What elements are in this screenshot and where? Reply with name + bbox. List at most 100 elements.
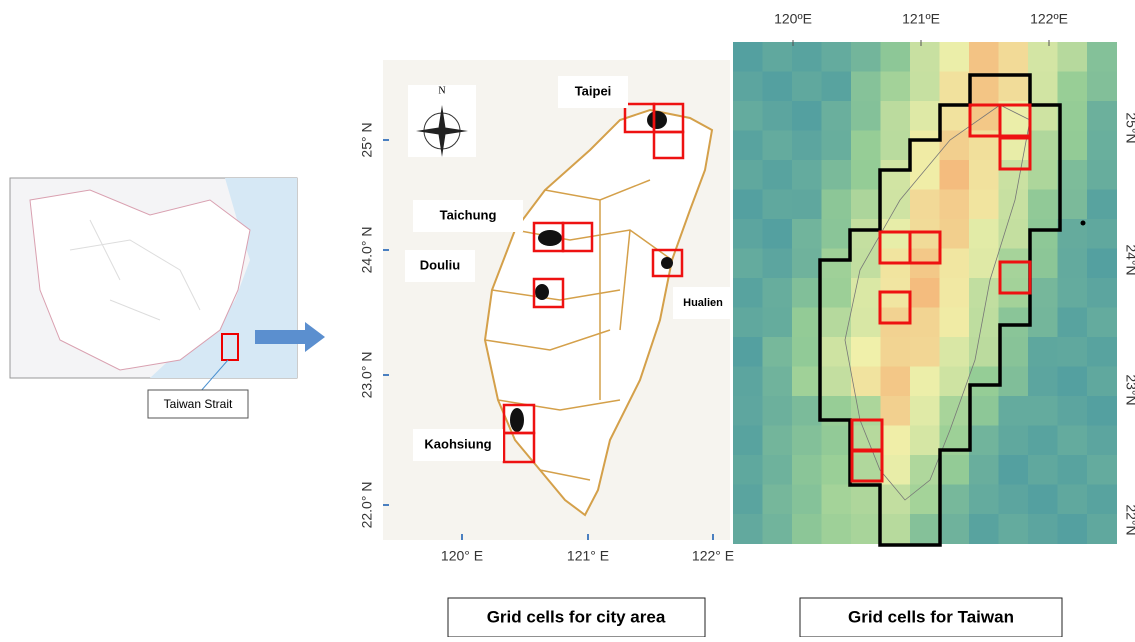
lat-label: 23.0° N <box>359 352 375 399</box>
heat-cell <box>792 42 822 72</box>
heat-cell <box>1058 190 1088 220</box>
city-label: Kaohsiung <box>424 436 491 451</box>
lon-label: 122° E <box>692 548 734 564</box>
heat-cell <box>881 367 911 397</box>
heat-cell <box>910 219 940 249</box>
heat-cell <box>999 219 1029 249</box>
heat-cell <box>881 160 911 190</box>
heat-cell <box>822 367 852 397</box>
caption: Grid cells for Taiwan <box>848 607 1014 626</box>
heat-cell <box>851 42 881 72</box>
heat-cell <box>1058 101 1088 131</box>
lat-label: 25° N <box>359 122 375 157</box>
heat-cell <box>881 514 911 544</box>
heat-cell <box>733 396 763 426</box>
heat-cell <box>940 131 970 161</box>
inset-map: Taiwan Strait <box>10 178 325 418</box>
inset-label: Taiwan Strait <box>164 397 233 411</box>
heat-cell <box>822 514 852 544</box>
heat-cell <box>763 455 793 485</box>
heat-cell <box>910 455 940 485</box>
heat-cell <box>1058 485 1088 515</box>
city-map: N TaipeiTaichungDouliuHualienKaohsiung25… <box>359 60 734 564</box>
heat-cell <box>1087 160 1117 190</box>
heat-cell <box>763 514 793 544</box>
heat-cell <box>1058 278 1088 308</box>
heat-cell <box>822 101 852 131</box>
heat-cell <box>733 72 763 102</box>
heat-cell <box>999 485 1029 515</box>
heat-cell <box>851 278 881 308</box>
heat-cell <box>1028 42 1058 72</box>
lat-label: 24°N <box>1123 244 1135 275</box>
city-label: Taipei <box>575 83 612 98</box>
heat-cell <box>940 308 970 338</box>
heat-cell <box>969 219 999 249</box>
heat-cell <box>1087 426 1117 456</box>
heat-cell <box>940 42 970 72</box>
lat-label: 24.0° N <box>359 227 375 274</box>
heat-cell <box>881 426 911 456</box>
heat-cell <box>1028 367 1058 397</box>
heat-cell <box>910 485 940 515</box>
heat-cell <box>763 190 793 220</box>
heat-cell <box>910 396 940 426</box>
heat-cell <box>763 308 793 338</box>
heat-cell <box>733 455 763 485</box>
heat-cell <box>733 131 763 161</box>
heat-cell <box>822 455 852 485</box>
heat-cell <box>1087 190 1117 220</box>
heat-cell <box>881 219 911 249</box>
heat-cell <box>763 219 793 249</box>
compass-label: N <box>438 85 445 96</box>
heat-cell <box>1058 72 1088 102</box>
lat-label: 23°N <box>1123 374 1135 405</box>
heat-cell <box>822 190 852 220</box>
heat-cell <box>763 131 793 161</box>
heat-cell <box>1028 160 1058 190</box>
heat-cell <box>792 219 822 249</box>
heat-cell <box>1028 249 1058 279</box>
heat-cell <box>733 367 763 397</box>
heat-cell <box>763 101 793 131</box>
heat-cell <box>792 455 822 485</box>
heat-cell <box>969 426 999 456</box>
heat-cell <box>999 308 1029 338</box>
heat-cell <box>1087 455 1117 485</box>
heat-cell <box>763 249 793 279</box>
heat-cell <box>733 42 763 72</box>
heat-cell <box>969 278 999 308</box>
heat-cell <box>792 72 822 102</box>
heat-cell <box>940 455 970 485</box>
heat-cell <box>851 219 881 249</box>
heat-cell <box>881 131 911 161</box>
heat-cell <box>792 190 822 220</box>
heat-cell <box>1058 426 1088 456</box>
heat-cell <box>969 367 999 397</box>
heat-cell <box>910 426 940 456</box>
heat-cell <box>910 367 940 397</box>
lon-label: 121ºE <box>902 11 940 27</box>
heat-cell <box>733 337 763 367</box>
lon-label: 120° E <box>441 548 483 564</box>
heat-cell <box>851 337 881 367</box>
heat-cell <box>1058 514 1088 544</box>
heat-cell <box>851 485 881 515</box>
heat-cell <box>969 455 999 485</box>
heat-cell <box>910 72 940 102</box>
heat-cell <box>792 396 822 426</box>
heat-cell <box>822 249 852 279</box>
heat-cell <box>910 42 940 72</box>
heat-cell <box>792 337 822 367</box>
heat-cell <box>822 426 852 456</box>
lat-label: 25°N <box>1123 112 1135 143</box>
heat-cell <box>910 308 940 338</box>
heat-cell <box>940 367 970 397</box>
heat-cell <box>822 308 852 338</box>
heat-cell <box>1087 367 1117 397</box>
heat-cell <box>851 131 881 161</box>
heat-cell <box>792 367 822 397</box>
heat-cell <box>1028 426 1058 456</box>
heat-cell <box>1058 396 1088 426</box>
heat-cell <box>940 485 970 515</box>
